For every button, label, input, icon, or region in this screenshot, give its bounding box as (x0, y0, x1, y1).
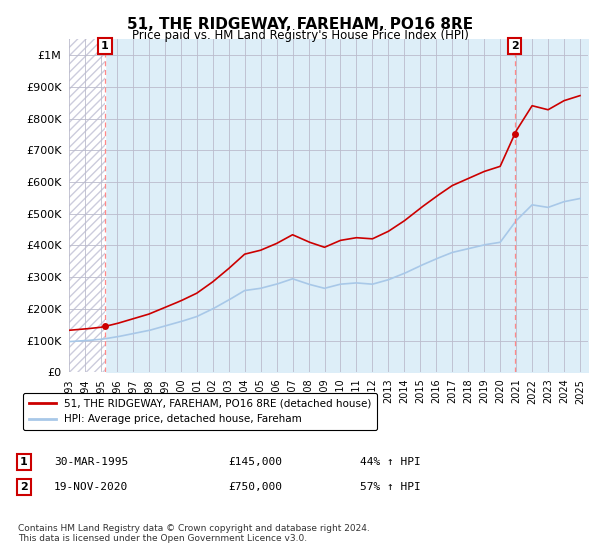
Text: 2: 2 (20, 482, 28, 492)
Text: £750,000: £750,000 (228, 482, 282, 492)
Text: 1: 1 (101, 41, 109, 51)
Text: 51, THE RIDGEWAY, FAREHAM, PO16 8RE: 51, THE RIDGEWAY, FAREHAM, PO16 8RE (127, 17, 473, 32)
Text: 30-MAR-1995: 30-MAR-1995 (54, 457, 128, 467)
Text: Contains HM Land Registry data © Crown copyright and database right 2024.
This d: Contains HM Land Registry data © Crown c… (18, 524, 370, 543)
Text: 44% ↑ HPI: 44% ↑ HPI (360, 457, 421, 467)
Bar (69, 39, 105, 372)
Text: Price paid vs. HM Land Registry's House Price Index (HPI): Price paid vs. HM Land Registry's House … (131, 29, 469, 42)
Text: 19-NOV-2020: 19-NOV-2020 (54, 482, 128, 492)
Text: 2: 2 (511, 41, 518, 51)
Text: 1: 1 (20, 457, 28, 467)
Legend: 51, THE RIDGEWAY, FAREHAM, PO16 8RE (detached house), HPI: Average price, detach: 51, THE RIDGEWAY, FAREHAM, PO16 8RE (det… (23, 393, 377, 431)
Text: £145,000: £145,000 (228, 457, 282, 467)
Text: 57% ↑ HPI: 57% ↑ HPI (360, 482, 421, 492)
